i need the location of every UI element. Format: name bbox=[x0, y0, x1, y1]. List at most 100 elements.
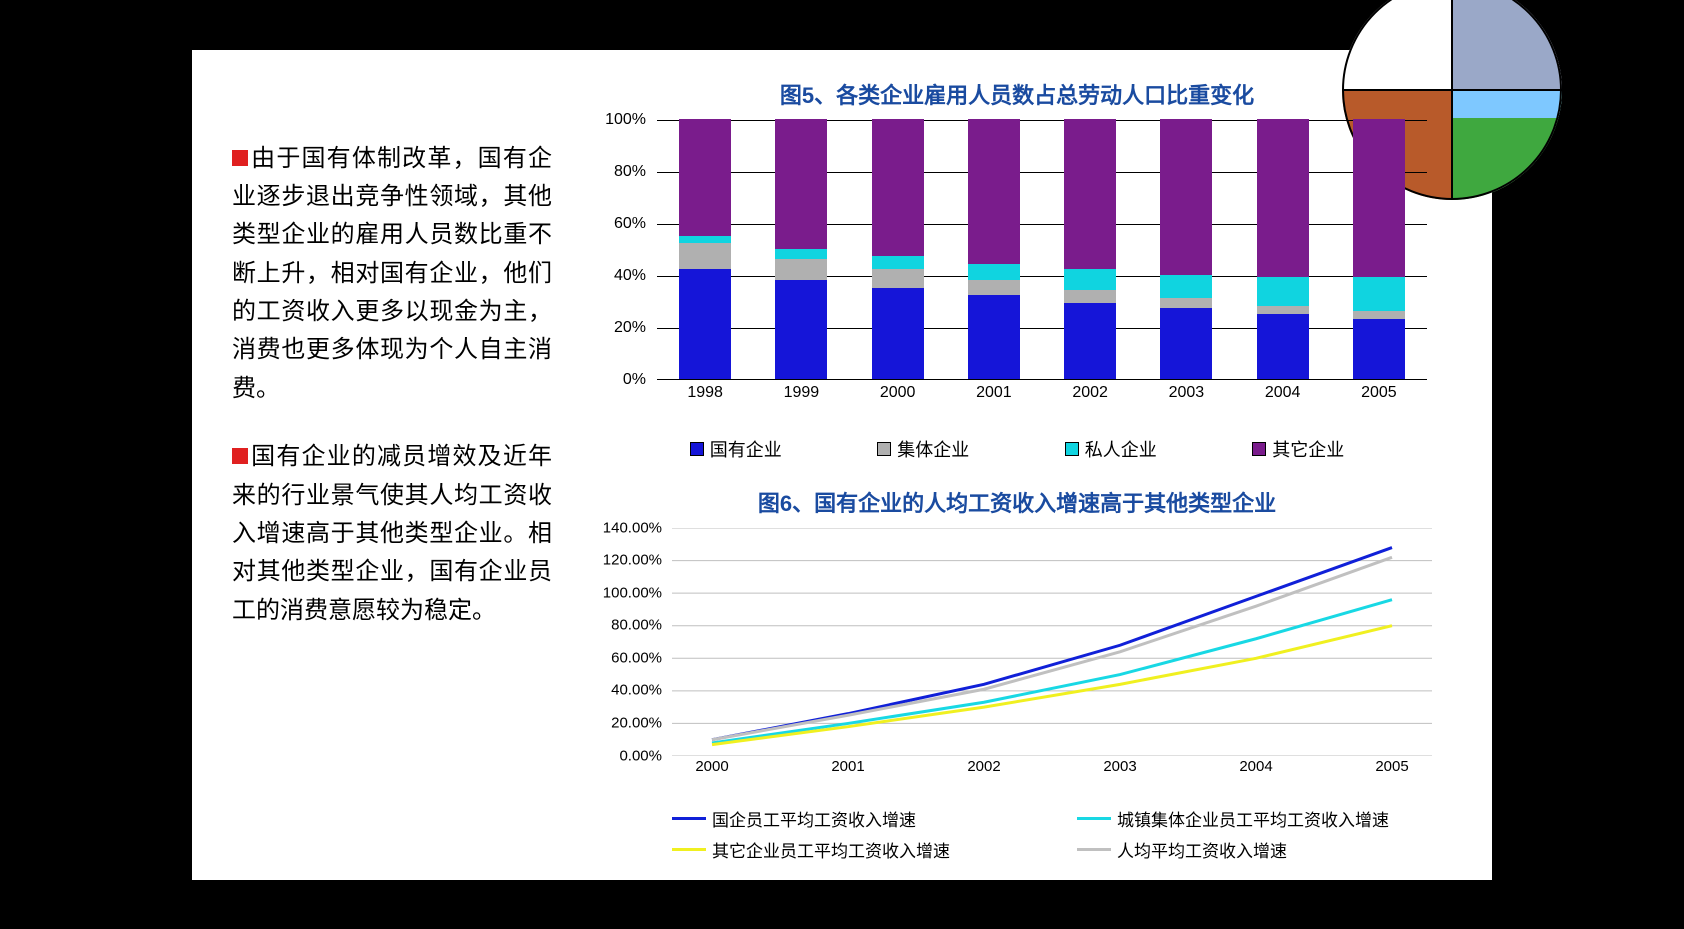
chart5-bar-segment bbox=[1353, 311, 1405, 319]
chart5-bar bbox=[1064, 119, 1116, 379]
chart6-legend-item: 其它企业员工平均工资收入增速 bbox=[672, 837, 1047, 862]
legend-swatch-icon bbox=[877, 442, 891, 456]
charts-column: 图5、各类企业雇用人员数占总劳动人口比重变化 0%20%40%60%80%100… bbox=[562, 70, 1452, 860]
legend-swatch-icon bbox=[1065, 442, 1079, 456]
chart5-bar-segment bbox=[1160, 308, 1212, 378]
chart5-bar bbox=[1257, 119, 1309, 379]
chart5-bar-segment bbox=[1064, 303, 1116, 378]
chart5-bar-segment bbox=[968, 280, 1020, 296]
chart6-x-label: 2001 bbox=[831, 758, 864, 775]
chart5-bar-segment bbox=[968, 264, 1020, 280]
source-line: 资料来源：CEIC，东方证券研究所 bbox=[582, 876, 1452, 901]
chart5-bar-segment bbox=[1353, 277, 1405, 311]
chart5-x-label: 2003 bbox=[1169, 384, 1205, 402]
chart6-x-label: 2003 bbox=[1103, 758, 1136, 775]
paragraph-2: 国有企业的减员增效及近年来的行业景气使其人均工资收入增速高于其他类型企业。相对其… bbox=[232, 438, 552, 630]
source-text: CEIC，东方证券研究所 bbox=[971, 881, 1148, 900]
chart5-bar-segment bbox=[775, 249, 827, 259]
chart5-bar-segment bbox=[872, 288, 924, 379]
chart5-stacked-bar: 0%20%40%60%80%100% 199819992000200120022… bbox=[582, 120, 1452, 408]
bullet-icon bbox=[232, 150, 248, 166]
chart6-x-label: 2005 bbox=[1375, 758, 1408, 775]
chart6-y-tick: 80.00% bbox=[611, 617, 662, 634]
chart5-x-label: 2004 bbox=[1265, 384, 1301, 402]
chart5-bar-segment bbox=[872, 119, 924, 257]
chart6-legend-item: 城镇集体企业员工平均工资收入增速 bbox=[1077, 806, 1452, 831]
chart5-bar bbox=[775, 119, 827, 379]
chart5-bar-segment bbox=[1257, 119, 1309, 278]
chart5-bar-segment bbox=[679, 243, 731, 269]
paragraph-2-text: 国有企业的减员增效及近年来的行业景气使其人均工资收入增速高于其他类型企业。相对其… bbox=[232, 444, 552, 624]
legend-swatch-icon bbox=[690, 442, 704, 456]
chart6-y-tick: 100.00% bbox=[603, 584, 662, 601]
chart6-series-line bbox=[712, 625, 1392, 744]
chart5-bar-segment bbox=[1257, 306, 1309, 314]
chart6-y-tick: 120.00% bbox=[603, 552, 662, 569]
chart5-y-tick: 0% bbox=[623, 371, 646, 389]
chart5-x-label: 1999 bbox=[784, 384, 820, 402]
chart5-bar-segment bbox=[1064, 290, 1116, 303]
chart5-bar-segment bbox=[968, 295, 1020, 378]
legend-line-icon bbox=[1077, 848, 1111, 851]
chart5-y-axis: 0%20%40%60%80%100% bbox=[582, 120, 652, 380]
legend-label: 其它企业员工平均工资收入增速 bbox=[712, 837, 950, 862]
chart6-y-tick: 140.00% bbox=[603, 519, 662, 536]
legend-line-icon bbox=[672, 848, 706, 851]
chart5-bar-segment bbox=[1160, 119, 1212, 275]
chart6-x-label: 2004 bbox=[1239, 758, 1272, 775]
chart6-legend: 国企员工平均工资收入增速 城镇集体企业员工平均工资收入增速其它企业员工平均工资收入… bbox=[582, 806, 1452, 862]
chart6-y-axis: 0.00%20.00%40.00%60.00%80.00%100.00%120.… bbox=[582, 528, 668, 756]
chart6-legend-item: 人均平均工资收入增速 bbox=[1077, 837, 1452, 862]
chart5-bar-segment bbox=[1160, 298, 1212, 308]
chart5-bar bbox=[872, 119, 924, 379]
chart5-x-label: 2001 bbox=[976, 384, 1012, 402]
chart5-y-tick: 20% bbox=[614, 319, 646, 337]
chart5-bar-segment bbox=[1160, 275, 1212, 298]
chart5-y-tick: 60% bbox=[614, 215, 646, 233]
chart5-bar-segment bbox=[1064, 119, 1116, 270]
chart5-legend-item: 集体企业 bbox=[877, 436, 969, 462]
chart6-legend-item: 国企员工平均工资收入增速 bbox=[672, 806, 1047, 831]
chart5-legend-item: 私人企业 bbox=[1065, 436, 1157, 462]
chart5-legend-item: 国有企业 bbox=[690, 436, 782, 462]
legend-line-icon bbox=[1077, 817, 1111, 820]
legend-label: 其它企业 bbox=[1272, 436, 1344, 462]
chart6-series-line bbox=[712, 547, 1392, 739]
legend-label: 集体企业 bbox=[897, 436, 969, 462]
chart6-title: 图6、国有企业的人均工资收入增速高于其他类型企业 bbox=[582, 486, 1452, 518]
chart5-bar-segment bbox=[1257, 277, 1309, 306]
chart5-bar-segment bbox=[775, 119, 827, 249]
chart5-legend: 国有企业 集体企业 私人企业 其它企业 bbox=[582, 436, 1452, 462]
chart5-bar bbox=[1160, 119, 1212, 379]
chart5-title: 图5、各类企业雇用人员数占总劳动人口比重变化 bbox=[582, 78, 1452, 110]
chart5-bar-segment bbox=[1353, 319, 1405, 379]
chart5-plot bbox=[657, 120, 1427, 380]
chart5-bar bbox=[968, 119, 1020, 379]
chart5-x-label: 2005 bbox=[1361, 384, 1397, 402]
chart6-y-tick: 20.00% bbox=[611, 714, 662, 731]
chart5-legend-item: 其它企业 bbox=[1252, 436, 1344, 462]
chart5-bar bbox=[1353, 119, 1405, 379]
chart5-bar-segment bbox=[679, 236, 731, 244]
paragraph-1: 由于国有体制改革，国有企业逐步退出竞争性领域，其他类型企业的雇用人员数比重不断上… bbox=[232, 140, 552, 409]
chart5-bar-segment bbox=[679, 269, 731, 378]
chart5-bar-segment bbox=[968, 119, 1020, 265]
legend-label: 城镇集体企业员工平均工资收入增速 bbox=[1117, 806, 1389, 831]
chart5-bar-segment bbox=[1064, 269, 1116, 290]
paragraph-1-text: 由于国有体制改革，国有企业逐步退出竞争性领域，其他类型企业的雇用人员数比重不断上… bbox=[232, 146, 552, 402]
slide: 由于国有体制改革，国有企业逐步退出竞争性领域，其他类型企业的雇用人员数比重不断上… bbox=[192, 50, 1492, 880]
chart5-bar-segment bbox=[872, 256, 924, 269]
chart5-x-label: 1998 bbox=[687, 384, 723, 402]
chart5-y-tick: 100% bbox=[605, 111, 646, 129]
chart5-bar-segment bbox=[775, 280, 827, 379]
legend-swatch-icon bbox=[1252, 442, 1266, 456]
chart5-y-tick: 80% bbox=[614, 163, 646, 181]
chart5-bar-segment bbox=[1353, 119, 1405, 278]
source-label: 资料来源： bbox=[886, 881, 971, 900]
chart5-x-label: 2002 bbox=[1072, 384, 1108, 402]
chart6-y-tick: 0.00% bbox=[619, 747, 662, 764]
chart5-x-label: 2000 bbox=[880, 384, 916, 402]
legend-label: 私人企业 bbox=[1085, 436, 1157, 462]
chart6-plot bbox=[672, 528, 1432, 756]
legend-line-icon bbox=[672, 817, 706, 820]
